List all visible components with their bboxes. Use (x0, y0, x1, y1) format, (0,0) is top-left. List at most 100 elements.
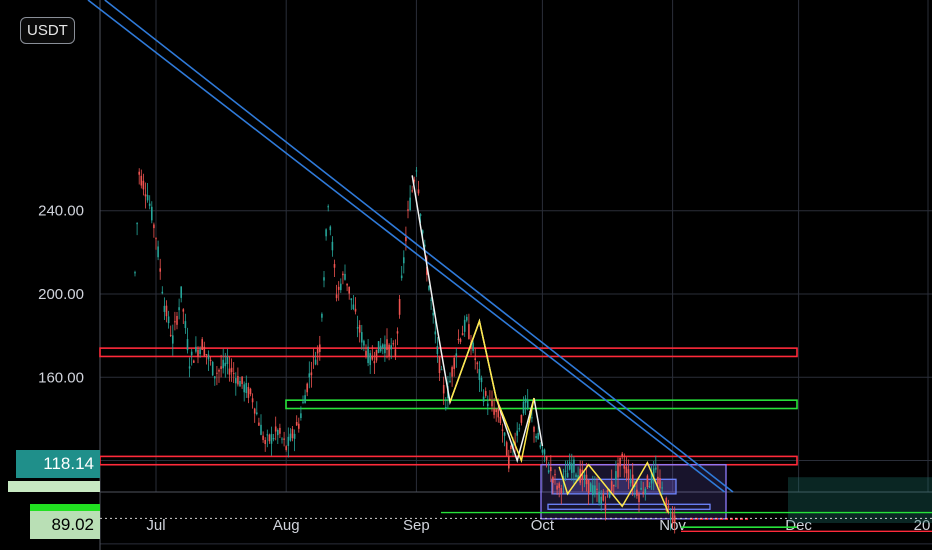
candle-body (541, 449, 544, 453)
candle-body (350, 298, 353, 301)
candle-body (388, 344, 390, 357)
candle-body (573, 459, 575, 473)
candle-body (272, 438, 275, 440)
candle-body (186, 339, 189, 351)
candle-body (491, 400, 493, 407)
candle-body (623, 464, 626, 469)
candle-body (587, 479, 590, 494)
candle-body (474, 358, 476, 360)
candle-body (657, 476, 659, 484)
candle-body (430, 299, 432, 301)
candle-body (501, 429, 504, 431)
candle-body (304, 395, 306, 404)
candle-body (650, 472, 653, 484)
candle-body (291, 429, 294, 439)
candle-body (459, 339, 462, 342)
candle-body (667, 506, 670, 508)
x-tick-label: 20 (914, 517, 931, 534)
candle-body (218, 369, 220, 372)
candle-body (604, 503, 607, 511)
candle-body (463, 319, 466, 332)
candle-body (634, 484, 636, 488)
candle-body (312, 355, 315, 358)
candle-body (560, 488, 563, 494)
candle-body (306, 383, 308, 393)
candle-body (386, 339, 388, 351)
candle-body (556, 485, 558, 490)
candle-body (379, 345, 382, 352)
candle-body (346, 283, 348, 286)
candle-body (169, 334, 172, 336)
candle-body (589, 483, 592, 492)
candle-body (382, 344, 384, 349)
candle-body (243, 384, 245, 393)
candle-body (153, 224, 155, 229)
candle-body (222, 359, 224, 369)
candle-body (442, 385, 445, 394)
y-tick-label: 240.00 (38, 203, 84, 220)
candle-body (581, 469, 584, 480)
candle-body (316, 349, 319, 354)
candle-body (600, 496, 602, 504)
candle-body (384, 344, 386, 354)
candle-body (457, 338, 460, 340)
candle-body (545, 456, 548, 460)
candle-body (239, 380, 241, 387)
zigzag-range (558, 460, 670, 513)
candle-body (436, 346, 439, 355)
x-tick-label: Sep (403, 517, 430, 534)
candle-body (577, 475, 579, 481)
candle-body (277, 429, 279, 436)
candle-body (615, 471, 617, 480)
candle-body (235, 378, 237, 384)
candle-body (610, 481, 613, 491)
candle-body (195, 346, 197, 352)
candle-body (631, 474, 634, 487)
candle-body (214, 376, 216, 379)
candle-body (484, 391, 487, 396)
candle-body (531, 417, 533, 419)
candle-body (537, 432, 539, 440)
candle-body (340, 283, 342, 291)
candle-body (176, 315, 178, 325)
resistance-zone (99, 455, 798, 466)
candle-body (260, 424, 262, 435)
candle-body (478, 369, 481, 380)
candle-body (134, 272, 136, 274)
candle-body (613, 484, 615, 487)
candle-body (426, 266, 428, 275)
candle-body (621, 453, 623, 457)
candle-body (661, 487, 663, 489)
candle-body (300, 413, 302, 418)
candle-body (352, 304, 355, 310)
candle-body (673, 515, 676, 522)
candle-body (487, 403, 489, 407)
candle-body (148, 203, 151, 206)
candle-body (159, 268, 161, 272)
candle-body (310, 372, 313, 376)
candle-body (193, 360, 195, 363)
candle-body (245, 382, 248, 394)
candle-body (539, 445, 542, 448)
candle-body (335, 294, 338, 299)
candle-body (524, 398, 527, 403)
candle-body (655, 467, 657, 470)
candle-body (432, 312, 434, 316)
candle-body (151, 206, 153, 221)
currency-badge[interactable]: USDT (20, 17, 75, 44)
candle-body (503, 432, 506, 436)
candle-body (344, 273, 346, 280)
candle-body (455, 353, 458, 357)
candle-body (617, 463, 619, 478)
candle-body (583, 474, 586, 480)
zigzag-yellow (449, 318, 535, 464)
descending-trend-line (87, 0, 726, 493)
candle-body (510, 445, 512, 450)
x-tick-label: Jul (146, 517, 165, 534)
candle-body (568, 461, 571, 470)
candle-body (266, 434, 269, 436)
candle-body (554, 474, 556, 476)
candle-body (594, 485, 596, 495)
candle-body (321, 313, 323, 318)
